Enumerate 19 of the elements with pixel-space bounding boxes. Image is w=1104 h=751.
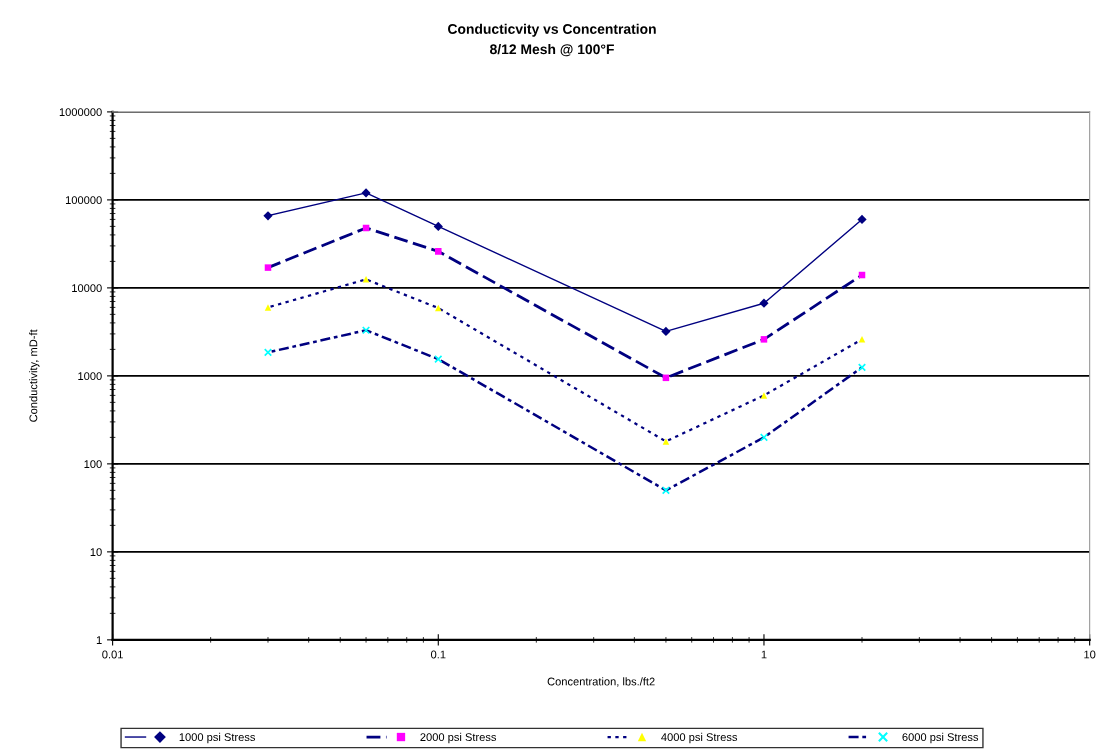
x-axis-title: Concentration, lbs./ft2 [547,677,655,687]
chart-title: Conducticvity vs Concentration [448,23,656,37]
chart-subtitle: 8/12 Mesh @ 100°F [490,44,614,57]
x-tick-label: 0.1 [431,650,446,659]
y-tick-label: 100000 [65,196,102,205]
y-axis-title: Conductivity, mD-ft [29,329,40,422]
x-tick-label: 1 [761,650,767,659]
x-tick-label: 10 [1084,650,1096,659]
y-tick-label: 1000000 [59,108,102,117]
legend-label: 1000 psi Stress [179,732,256,744]
legend-label: 2000 psi Stress [420,732,497,744]
y-tick-label: 100 [84,460,102,468]
y-tick-label: 10 [90,548,102,556]
legend-label: 4000 psi Stress [661,732,738,744]
legend-label: 6000 psi Stress [902,732,979,744]
y-tick-label: 10000 [72,284,102,293]
x-tick-label: 0.01 [102,650,123,659]
y-tick-label: 1 [96,636,102,644]
y-tick-label: 1000 [78,372,102,381]
